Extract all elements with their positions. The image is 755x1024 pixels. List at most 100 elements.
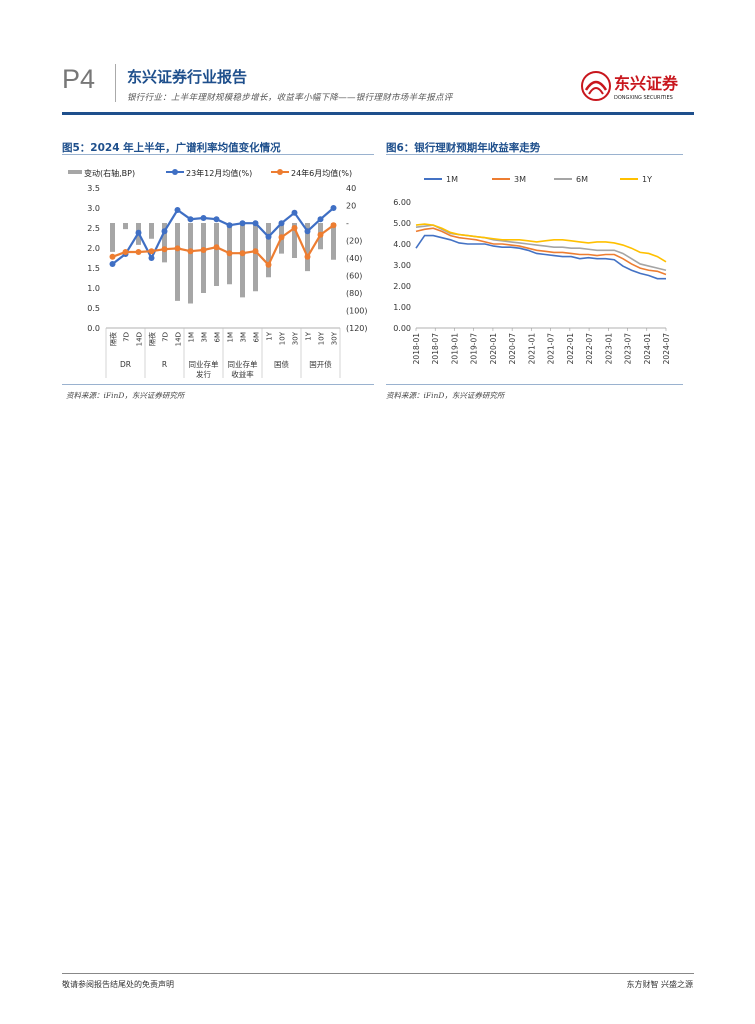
point-jun24 — [265, 261, 272, 268]
fig6-source: 资料来源：iFinD，东兴证券研究所 — [386, 391, 505, 400]
bar-change — [331, 223, 336, 260]
x-tick-label: 2022-07 — [585, 333, 594, 365]
x-category-label: 1Y — [305, 331, 313, 340]
y-right-tick-label: (20) — [346, 237, 362, 246]
x-tick-label: 2023-01 — [604, 333, 613, 365]
x-category-label: 隔夜 — [148, 332, 157, 346]
group-label-line1: 同业存单 — [189, 359, 219, 369]
point-jun24 — [213, 244, 220, 251]
point-dec23 — [213, 216, 220, 223]
point-jun24 — [278, 234, 285, 241]
fig5-top-rule — [62, 154, 374, 155]
bar-change — [253, 223, 258, 292]
y-left-tick-label: 1.5 — [87, 264, 100, 273]
point-jun24 — [135, 249, 142, 255]
point-jun24 — [187, 248, 194, 255]
footer-disclaimer: 敬请参阅报告结尾处的免责声明 — [62, 980, 174, 989]
x-tick-label: 2019-01 — [450, 333, 459, 365]
fig6-top-rule — [386, 154, 683, 155]
y-right-tick-label: (40) — [346, 254, 362, 263]
x-tick-label: 2018-01 — [412, 333, 421, 365]
point-jun24 — [161, 246, 168, 253]
y-left-tick-label: 2.5 — [87, 224, 100, 233]
legend-label-1Y: 1Y — [642, 175, 652, 184]
x-tick-label: 2021-07 — [547, 333, 556, 365]
bar-change — [214, 223, 219, 286]
point-dec23 — [291, 209, 298, 216]
point-dec23 — [317, 216, 324, 223]
point-jun24 — [330, 222, 337, 229]
x-tick-label: 2020-01 — [489, 333, 498, 365]
y-tick-label: 3.00 — [393, 261, 411, 270]
legend-label-jun24: 24年6月均值(%) — [291, 168, 352, 178]
series-line-1Y — [415, 223, 667, 263]
point-dec23 — [174, 207, 181, 213]
legend-marker-jun24 — [277, 169, 283, 175]
y-tick-label: 4.00 — [393, 240, 411, 249]
point-jun24 — [226, 250, 233, 257]
series-line-1M — [415, 234, 666, 280]
point-jun24 — [317, 231, 324, 238]
header-rule — [62, 112, 694, 115]
y-left-tick-label: 1.0 — [87, 284, 100, 293]
y-right-tick-label: (120) — [346, 324, 368, 333]
point-jun24 — [122, 249, 129, 255]
bar-change — [201, 223, 206, 293]
point-dec23 — [330, 205, 337, 211]
fig5-chart: 变动(右轴,BP) 23年12月均值(%) 24年6月均值(%) 0.0 0.5 1.0 1… — [68, 168, 368, 379]
fig5-title: 图5：2024 年上半年，广谱利率均值变化情况 — [62, 142, 281, 154]
legend-label-1M: 1M — [446, 175, 458, 184]
legend-label-3M: 3M — [514, 175, 526, 184]
x-category-label: 30Y — [331, 331, 339, 345]
bar-change — [110, 223, 115, 252]
point-jun24 — [148, 248, 155, 255]
bar-change — [292, 223, 297, 258]
x-category-label: 7D — [123, 332, 131, 342]
y-right-tick-label: 40 — [346, 184, 356, 193]
bar-change — [188, 223, 193, 304]
y-tick-label: 0.00 — [393, 324, 411, 333]
company-logo: 东兴证券 DONGXING SECURITIES — [581, 70, 691, 104]
point-jun24 — [239, 250, 246, 257]
y-right-tick-label: 20 — [346, 202, 356, 211]
x-tick-label: 2018-07 — [431, 333, 440, 365]
y-left-tick-label: 2.0 — [87, 244, 100, 253]
y-tick-label: 5.00 — [393, 219, 411, 228]
point-jun24 — [291, 225, 298, 231]
x-tick-label: 2024-01 — [643, 333, 652, 365]
logo-text: 东兴证券 — [614, 74, 679, 93]
fig6-bottom-rule — [386, 384, 683, 385]
fig5-source: 资料来源：iFinD，东兴证券研究所 — [66, 391, 185, 400]
point-dec23 — [135, 229, 142, 236]
point-dec23 — [187, 216, 194, 223]
group-label: 国开债 — [309, 359, 332, 369]
legend-label-6M: 6M — [576, 175, 588, 184]
y-tick-label: 1.00 — [393, 303, 411, 312]
x-category-label: 1Y — [266, 331, 274, 340]
point-jun24 — [174, 245, 181, 252]
point-dec23 — [226, 222, 233, 229]
page-number: P4 — [62, 64, 96, 94]
y-tick-label: 6.00 — [393, 198, 411, 207]
y-tick-label: 2.00 — [393, 282, 411, 291]
point-dec23 — [304, 228, 311, 235]
fig6-title: 图6：银行理财预期年收益率走势 — [386, 142, 541, 154]
header-divider — [115, 64, 116, 102]
group-label-line1: 同业存单 — [228, 359, 258, 369]
point-dec23 — [278, 220, 285, 227]
x-category-label: 3M — [201, 332, 209, 343]
x-category-label: 14D — [136, 332, 144, 346]
point-dec23 — [109, 261, 116, 267]
series-line-3M — [415, 227, 667, 276]
legend-marker-dec23 — [172, 169, 178, 175]
legend-label-dec23: 23年12月均值(%) — [186, 168, 252, 178]
y-right-tick-label: (100) — [346, 307, 368, 316]
report-title: 东兴证券行业报告 — [127, 68, 248, 86]
x-tick-label: 2021-01 — [527, 333, 536, 365]
point-dec23 — [200, 215, 207, 221]
y-right-tick-label: - — [346, 219, 349, 228]
group-label-line2: 收益率 — [231, 369, 254, 379]
group-label-line2: 发行 — [196, 369, 211, 379]
x-category-label: 隔夜 — [109, 332, 118, 346]
x-category-label: 6M — [214, 332, 222, 343]
